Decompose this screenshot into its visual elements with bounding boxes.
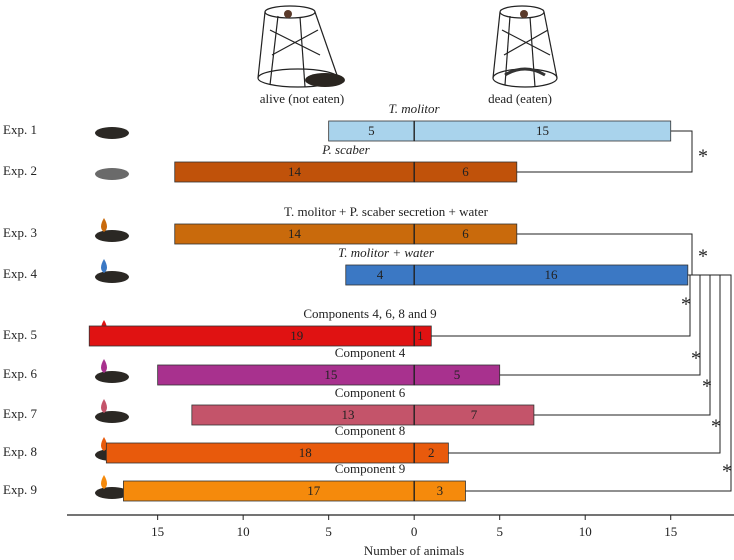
bar-alive: [88, 325, 415, 347]
x-tick-label: 10: [579, 524, 592, 539]
significance-bracket: [448, 274, 721, 454]
bar-title: T. molitor + P. scaber secretion + water: [284, 204, 489, 219]
value-label: 13: [342, 407, 355, 422]
category-label: Exp. 1: [3, 122, 37, 137]
x-tick-label: 5: [496, 524, 503, 539]
value-label: 6: [462, 164, 469, 179]
insect-icon: [95, 371, 129, 383]
insect-icon: [95, 168, 129, 180]
bar-alive: [157, 364, 415, 386]
x-tick-label: 10: [237, 524, 250, 539]
bar-title: P. scaber: [321, 142, 370, 157]
bar-title: T. molitor + water: [338, 245, 435, 260]
category-label: Exp. 8: [3, 444, 37, 459]
drop-icon: [101, 259, 107, 273]
x-tick-label: 0: [411, 524, 418, 539]
category-label: Exp. 2: [3, 163, 37, 178]
value-label: 17: [307, 483, 321, 498]
value-label: 6: [462, 226, 469, 241]
bar-alive: [123, 480, 415, 502]
value-label: 1: [417, 328, 424, 343]
category-label: Exp. 9: [3, 482, 37, 497]
significance-star: *: [681, 294, 691, 316]
cage-dead: [492, 5, 558, 88]
bar-title: T. molitor: [388, 101, 440, 116]
value-label: 3: [437, 483, 444, 498]
drop-icon: [101, 475, 107, 489]
x-tick-label: 15: [151, 524, 164, 539]
bar-title: Components 4, 6, 8 and 9: [303, 306, 436, 321]
x-axis-label: Number of animals: [364, 543, 464, 558]
drop-icon: [101, 218, 107, 232]
category-label: Exp. 4: [3, 266, 37, 281]
insect-icon: [95, 487, 129, 499]
value-label: 16: [545, 267, 559, 282]
value-label: 19: [290, 328, 303, 343]
value-label: 5: [454, 367, 461, 382]
value-label: 14: [288, 164, 302, 179]
value-label: 5: [368, 123, 375, 138]
category-label: Exp. 6: [3, 366, 37, 381]
drop-icon: [101, 359, 107, 373]
category-label: Exp. 7: [3, 406, 37, 421]
significance-star: *: [711, 416, 721, 438]
significance-star: *: [722, 461, 732, 483]
insect-icon: [95, 411, 129, 423]
value-label: 2: [428, 445, 435, 460]
value-label: 18: [299, 445, 312, 460]
drop-icon: [101, 399, 107, 413]
significance-bracket: [465, 274, 732, 492]
value-label: 7: [471, 407, 478, 422]
significance-star: *: [698, 146, 708, 168]
cage-alive: [257, 5, 345, 88]
drop-icon: [101, 437, 107, 451]
insect-icon: [95, 230, 129, 242]
insect-icon: [95, 271, 129, 283]
bar-title: Component 8: [335, 423, 405, 438]
x-tick-label: 5: [325, 524, 332, 539]
significance-bracket: [516, 130, 693, 173]
bar-title: Component 4: [335, 345, 406, 360]
category-label: Exp. 5: [3, 327, 37, 342]
bar-title: Component 9: [335, 461, 405, 476]
value-label: 15: [324, 367, 337, 382]
bar-title: Component 6: [335, 385, 406, 400]
x-tick-label: 15: [664, 524, 677, 539]
insect-icon: [95, 127, 129, 139]
significance-star: *: [691, 348, 701, 370]
value-label: 14: [288, 226, 302, 241]
significance-star: *: [698, 246, 708, 268]
value-label: 15: [536, 123, 549, 138]
category-label: Exp. 3: [3, 225, 37, 240]
legend-label: dead (eaten): [488, 91, 552, 106]
legend-label: alive (not eaten): [260, 91, 344, 106]
significance-bracket: [499, 274, 701, 376]
significance-star: *: [702, 376, 712, 398]
value-label: 4: [377, 267, 384, 282]
